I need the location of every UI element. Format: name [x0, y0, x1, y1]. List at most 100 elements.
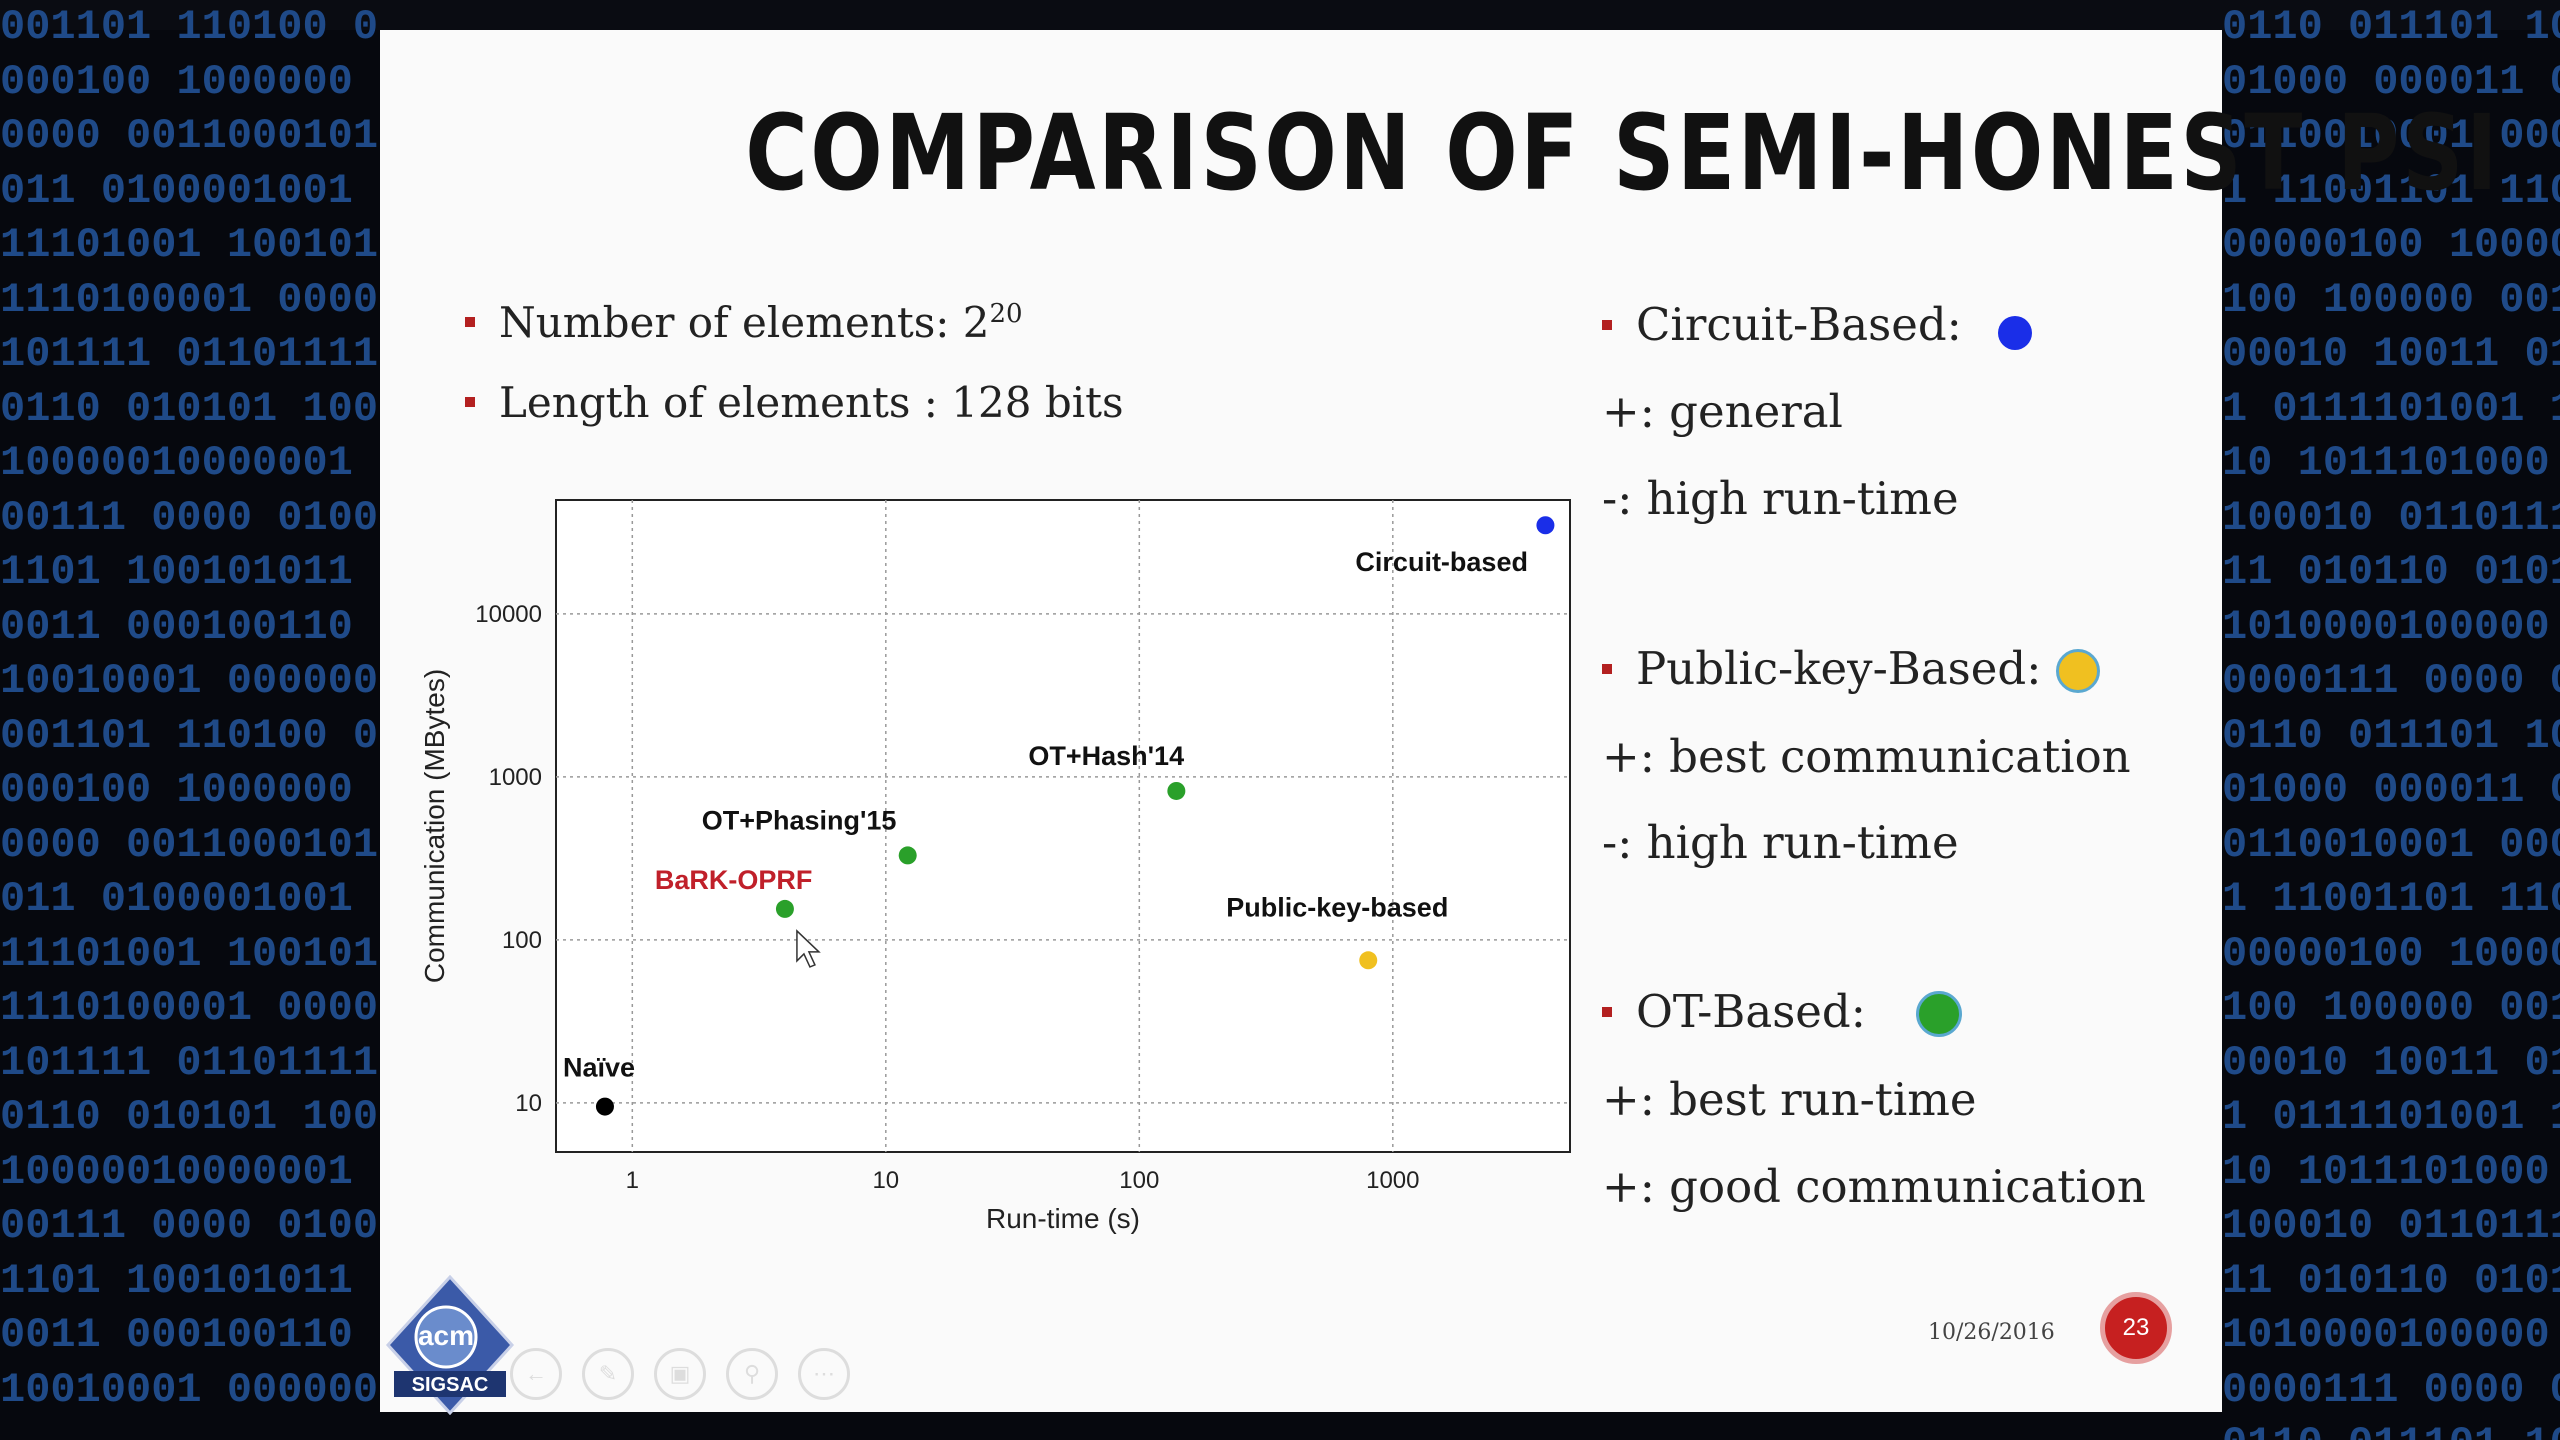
- back-arrow-icon[interactable]: ←: [510, 1348, 562, 1400]
- x-tick-label: 100: [1119, 1167, 1159, 1194]
- public-key-heading: Public-key-Based:: [1602, 642, 2100, 695]
- y-tick-label: 10: [515, 1090, 542, 1117]
- binary-right-line: 1 0111101001 1: [2222, 384, 2560, 433]
- binary-right-line: 100010 0110111: [2222, 493, 2560, 542]
- logo-text: acm: [418, 1320, 474, 1351]
- binary-background-left: 001101 110100 00 000100 1000000 0 0000 001…: [0, 0, 380, 1440]
- binary-left-line: 1110100001 00000: [0, 984, 380, 1032]
- ot-legend-dot: [1916, 990, 1963, 1037]
- binary-right-line: 00000100 10000: [2222, 221, 2560, 269]
- binary-left-line: 11101001 1001010: [0, 929, 380, 978]
- bullet-marker: [1602, 663, 1612, 674]
- y-axis-label: Communication (MBytes): [419, 669, 450, 983]
- circuit-plus: +: general: [1602, 385, 1843, 438]
- scatter-chart: 1 10 100 1000 10 100 1000 10000 Run-time (s) Comm…: [419, 499, 1571, 1234]
- binary-left-line: 1110100001 00000: [0, 275, 380, 324]
- ot-based-heading: OT-Based:: [1602, 985, 1963, 1039]
- slide: COMPARISON OF SEMI-HONEST PSI Number of …: [380, 30, 2501, 1416]
- binary-left-line: 101111 01101111: [0, 330, 379, 378]
- binary-left-line: 0011 000100110 0: [0, 1311, 380, 1359]
- bullet-text: Number of elements: 2: [499, 298, 990, 347]
- binary-right-line: 0000111 0000 0: [2222, 1365, 2560, 1414]
- x-axis-label: Run-time (s): [986, 1203, 1140, 1234]
- binary-left-line: 10010001 0000001: [0, 657, 380, 705]
- binary-left-line: 0110 010101 1001: [0, 384, 380, 433]
- public-key-label: Public-key-Based:: [1636, 642, 2042, 695]
- y-tick-label: 1000: [489, 764, 542, 791]
- y-tick-label: 10000: [475, 601, 542, 628]
- circuit-minus: -: high run-time: [1602, 472, 1959, 525]
- binary-right-line: 1 11001101 110: [2222, 166, 2560, 215]
- pen-icon[interactable]: ✎: [582, 1348, 634, 1400]
- circuit-legend-dot: [1998, 315, 2033, 350]
- binary-right-line: 10 1011101000: [2222, 439, 2550, 487]
- binary-left-line: 101111 01101111: [0, 1038, 379, 1087]
- acm-sigsac-logo: acm SIGSAC: [380, 1274, 520, 1416]
- binary-right-line: 10 1011101000: [2222, 1147, 2550, 1196]
- slide-title: COMPARISON OF SEMI-HONEST PSI: [745, 92, 2501, 214]
- binary-left-line: 0110 010101 1001: [0, 1093, 380, 1141]
- binary-left-line: 011 0100001001 0: [0, 875, 380, 923]
- zoom-icon[interactable]: ⚲: [726, 1348, 778, 1400]
- binary-left-line: 1101 100101011 1: [0, 548, 380, 596]
- binary-left-line: 10000010000001 1: [0, 439, 380, 487]
- binary-right-line: 00000100 10000: [2222, 929, 2560, 978]
- binary-right-line: 0110 011101 10: [2222, 711, 2560, 760]
- bullet-marker: [1602, 319, 1612, 330]
- binary-left-line: 000100 1000000 0: [0, 57, 380, 106]
- data-point: [898, 846, 917, 865]
- data-point-label: OT+Hash'14: [1028, 741, 1184, 771]
- data-point: [1536, 516, 1555, 535]
- binary-left-line: 10000010000001 1: [0, 1147, 380, 1196]
- binary-right-line: 0110010001 000: [2222, 112, 2560, 160]
- binary-right-line: 01000 000011 00: [2222, 57, 2560, 106]
- binary-right-line: 1010000100000: [2222, 602, 2550, 651]
- binary-left-line: 001101 110100 00: [0, 3, 380, 51]
- bullet-length-of-elements: Length of elements : 128 bits: [465, 378, 1124, 427]
- binary-right-line: 100010 0110111: [2222, 1202, 2560, 1250]
- plot-frame: [555, 499, 1571, 1153]
- ot-plus-communication: +: good communication: [1602, 1160, 2146, 1213]
- public-key-legend-dot: [2055, 648, 2100, 693]
- binary-left-line: 10010001 000000: [0, 1365, 379, 1414]
- binary-left-line: 00111 0000 01001: [0, 493, 380, 542]
- binary-right-line: 0110 011101 10: [2222, 1417, 2560, 1440]
- x-tick-label: 1000: [1366, 1167, 1419, 1194]
- binary-right-line: 1 11001101 110: [2222, 875, 2560, 923]
- x-tick-label: 1: [626, 1167, 639, 1194]
- binary-left-line: 00111 0000 01001: [0, 1202, 380, 1250]
- footer-date: 10/26/2016: [1928, 1320, 2055, 1345]
- bullet-marker: [1602, 1006, 1612, 1017]
- binary-left-line: 001101 110100 00: [0, 711, 380, 760]
- binary-right-line: 1010000100000: [2222, 1311, 2550, 1359]
- data-point-label: OT+Phasing'15: [702, 805, 897, 835]
- binary-right-line: 11 010110 0101: [2222, 548, 2560, 596]
- bullet-exponent: 20: [989, 299, 1023, 329]
- bullet-number-of-elements: Number of elements: 220: [465, 298, 1023, 347]
- binary-left-line: 11101001 1001010: [0, 221, 380, 269]
- binary-right-line: 100 100000 001: [2222, 275, 2560, 324]
- binary-left-line: 1101 100101011 1: [0, 1256, 380, 1305]
- binary-right-line: 0110010001 000: [2222, 820, 2560, 869]
- binary-right-line: 11 010110 0101: [2222, 1256, 2560, 1305]
- binary-right-line: 00010 10011 01: [2222, 1038, 2560, 1087]
- data-point: [775, 899, 794, 918]
- data-point: [1359, 951, 1378, 970]
- public-key-plus: +: best communication: [1602, 730, 2131, 783]
- binary-left-line: 0000 0011000101: [0, 820, 379, 869]
- binary-right-line: 0110 011101 10: [2222, 3, 2560, 51]
- data-point-label: Naïve: [563, 1053, 635, 1083]
- logo-subtext: SIGSAC: [412, 1374, 489, 1396]
- ot-plus-runtime: +: best run-time: [1602, 1073, 1977, 1126]
- binary-left-line: 011 0100001001 0: [0, 166, 380, 215]
- binary-left-line: 0000 0011000101: [0, 112, 379, 160]
- circuit-based-heading: Circuit-Based:: [1602, 298, 2033, 351]
- more-icon[interactable]: ⋯: [798, 1348, 850, 1400]
- circuit-based-label: Circuit-Based:: [1636, 298, 1962, 351]
- ot-based-label: OT-Based:: [1636, 985, 1866, 1038]
- slides-icon[interactable]: ▣: [654, 1348, 706, 1400]
- binary-background-right: 0110 011101 10 01000 000011 00 0110010001 …: [2222, 0, 2560, 1440]
- binary-left-line: 0011 000100110 0: [0, 602, 380, 651]
- data-point: [1167, 781, 1186, 800]
- binary-left-line: 000100 1000000 0: [0, 766, 380, 814]
